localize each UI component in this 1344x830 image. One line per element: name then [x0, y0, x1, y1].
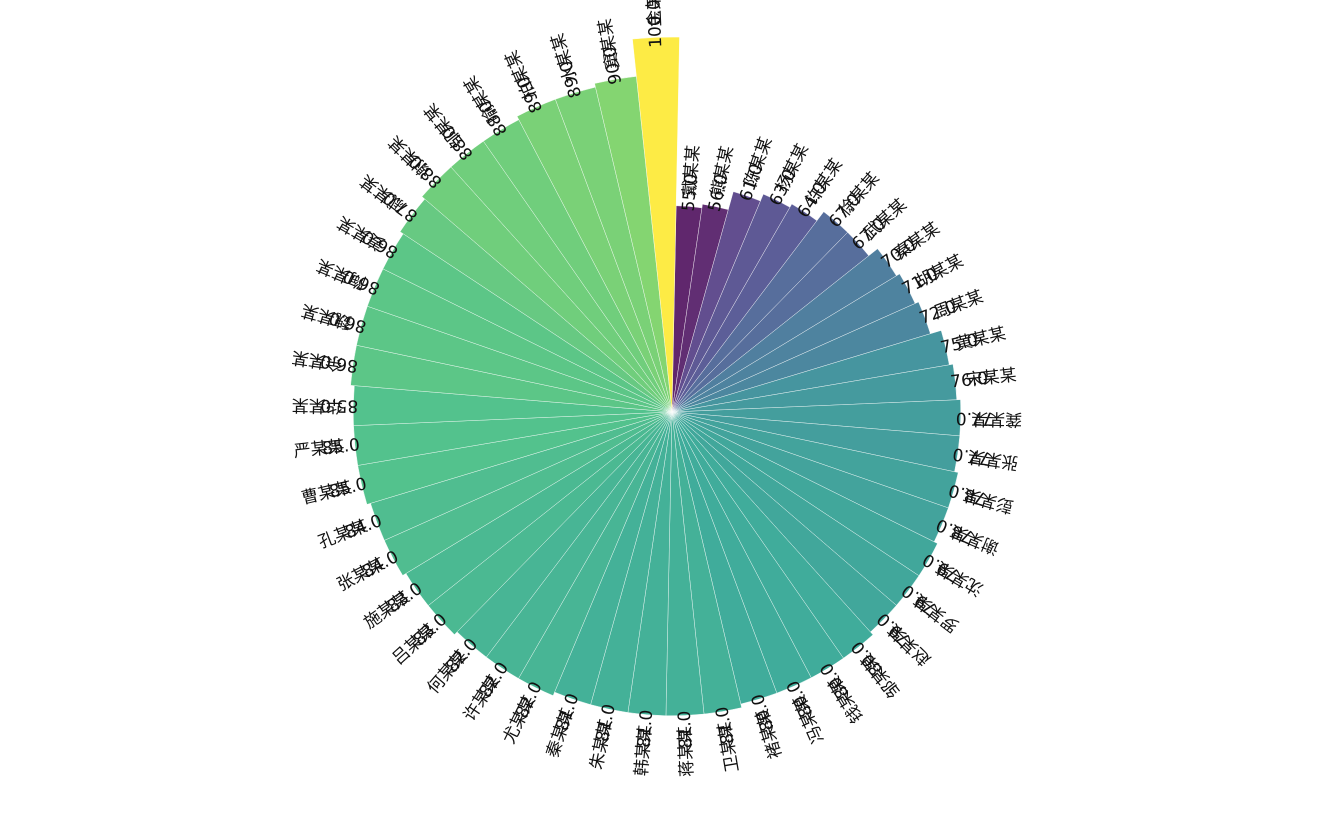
category-label: 钱某某	[825, 672, 869, 726]
category-label: 韩某某	[632, 724, 656, 776]
category-label: 金某某	[643, 0, 665, 27]
category-label: 陈某某	[741, 135, 777, 190]
category-label: 魏某某	[299, 299, 353, 332]
value-label: 100.0	[644, 0, 666, 48]
value-label: 85.0	[320, 395, 358, 416]
category-label: 许某某	[460, 672, 505, 726]
category-label: 曹某某	[300, 478, 354, 509]
category-label: 黄某某	[954, 324, 1008, 355]
category-label: 宋某某	[965, 365, 1018, 390]
category-label: 武某某	[860, 195, 911, 244]
category-label: 冯某某	[789, 691, 828, 746]
category-label: 周某某	[931, 287, 986, 324]
category-label: 余某某	[291, 346, 344, 373]
category-label: 华某某	[292, 394, 343, 415]
category-label: 陶某某	[314, 254, 369, 292]
value-label: 77.0	[956, 408, 994, 429]
category-label: 彭某某	[961, 484, 1015, 517]
category-label: 蒋某某	[675, 725, 697, 777]
bars-layer	[350, 36, 961, 716]
category-label: 窦某某	[595, 17, 623, 71]
category-label: 邹某某	[857, 649, 904, 701]
category-label: 褚某某	[752, 706, 786, 761]
category-label: 秦某某	[543, 706, 579, 761]
category-label: 戚某某	[357, 170, 410, 217]
category-label: 罗某某	[910, 589, 963, 636]
category-label: 朱某某	[587, 717, 617, 771]
category-label: 胡某某	[912, 251, 966, 292]
category-label: 张某某	[967, 446, 1020, 473]
category-label: 熊某某	[708, 144, 738, 198]
category-label: 戴某某	[680, 144, 704, 196]
category-label: 秦某某	[890, 219, 943, 265]
category-label: 施某某	[360, 588, 413, 634]
category-label: 谢某某	[948, 520, 1003, 558]
category-label: 卫某某	[715, 720, 743, 774]
category-label: 严某某	[293, 437, 346, 462]
value-label: 85.0	[321, 435, 361, 459]
category-label: 龚某某	[971, 408, 1022, 429]
category-label: 柏某某	[502, 47, 541, 102]
category-label: 姜某某	[334, 212, 388, 255]
category-label: 赵某某	[884, 619, 934, 669]
value-label: 81.0	[675, 710, 697, 749]
value-label: 55.0	[679, 173, 702, 212]
category-label: 何某某	[424, 646, 472, 698]
category-label: 喻某某	[460, 72, 504, 126]
category-label: 徐某某	[835, 169, 883, 221]
category-label: 杨某某	[773, 141, 814, 196]
category-label: 水某某	[548, 31, 582, 86]
category-label: 张某某	[334, 554, 388, 595]
category-label: 尤某某	[499, 693, 540, 748]
value-label: 81.0	[634, 709, 657, 748]
value-label: 76.0	[949, 369, 989, 393]
category-label: 邹某某	[421, 99, 468, 151]
bar-49	[632, 36, 680, 413]
category-label: 吕某某	[389, 620, 440, 669]
category-label: 孔某某	[316, 516, 371, 553]
category-label: 谢某某	[385, 131, 435, 181]
category-label: 沈某某	[933, 557, 987, 600]
